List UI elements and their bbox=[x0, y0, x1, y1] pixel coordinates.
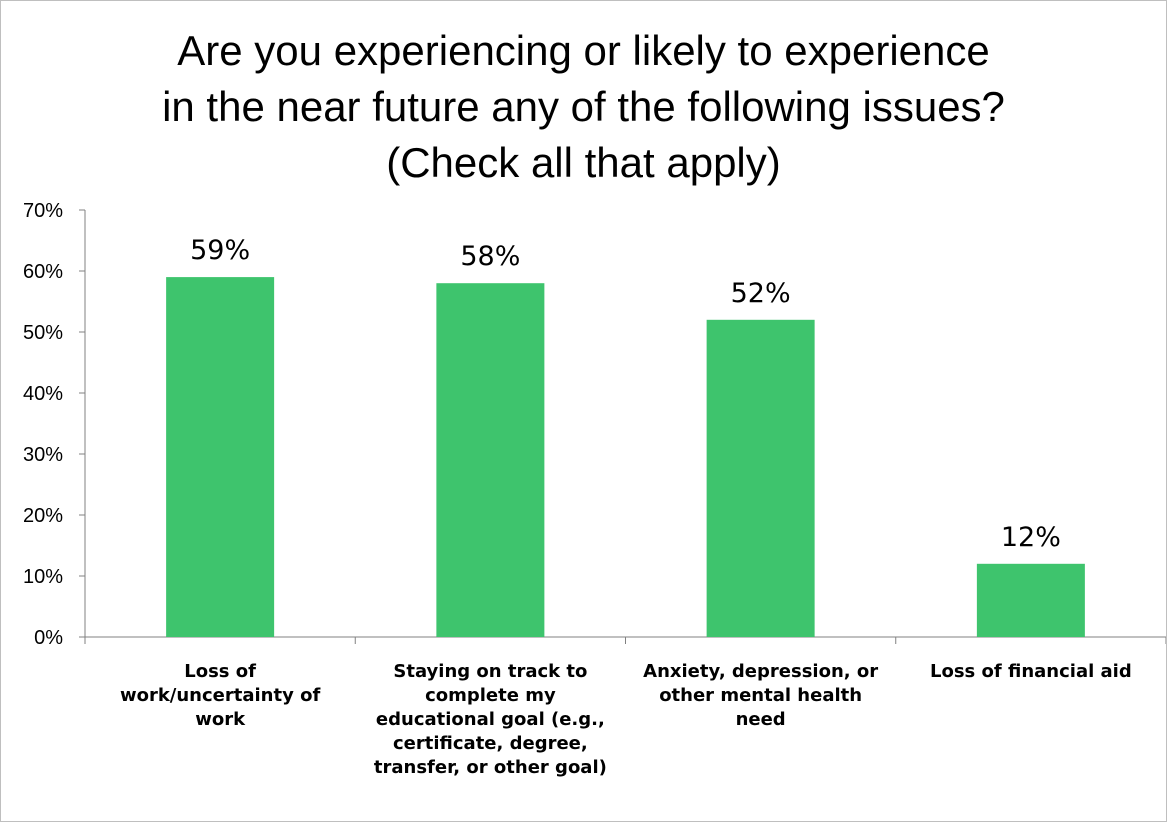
chart-title-line: Are you experiencing or likely to experi… bbox=[177, 27, 990, 74]
y-tick-label: 60% bbox=[23, 261, 63, 283]
category-label-line: educational goal (e.g., bbox=[375, 709, 605, 730]
chart-title: Are you experiencing or likely to experi… bbox=[1, 23, 1166, 191]
bar bbox=[436, 283, 545, 637]
category-label: Anxiety, depression, or other mental heal… bbox=[629, 660, 893, 732]
y-tick-label: 10% bbox=[23, 566, 63, 588]
y-tick-label: 40% bbox=[23, 383, 63, 405]
category-label-line: need bbox=[735, 709, 786, 730]
y-tick-label: 50% bbox=[23, 322, 63, 344]
category-label-line: Anxiety, depression, or bbox=[643, 661, 879, 682]
category-label: Loss of financial aid bbox=[899, 660, 1163, 684]
data-label: 12% bbox=[1001, 522, 1061, 553]
category-label-line: Loss of financial aid bbox=[930, 661, 1132, 682]
category-label: Staying on track to complete my educationa… bbox=[358, 660, 622, 780]
y-tick-label: 70% bbox=[23, 200, 63, 222]
bar bbox=[706, 319, 815, 637]
category-label: Loss of work/uncertainty of work bbox=[88, 660, 352, 732]
category-label-line: transfer, or other goal) bbox=[373, 757, 607, 778]
category-label-line: Loss of bbox=[184, 661, 256, 682]
category-label-line: work bbox=[195, 709, 246, 730]
y-tick-label: 20% bbox=[23, 505, 63, 527]
bar bbox=[166, 277, 275, 637]
chart-title-line: in the near future any of the following … bbox=[162, 83, 1005, 130]
data-label: 59% bbox=[190, 235, 250, 266]
y-tick-label: 30% bbox=[23, 444, 63, 466]
category-label-line: complete my bbox=[425, 685, 556, 706]
y-tick-label: 0% bbox=[34, 627, 63, 649]
category-label-line: Staying on track to bbox=[393, 661, 588, 682]
category-label-line: work/uncertainty of bbox=[119, 685, 321, 706]
bar bbox=[976, 563, 1085, 637]
data-label: 52% bbox=[731, 278, 791, 309]
category-label-line: certificate, degree, bbox=[393, 733, 588, 754]
category-label-line: other mental health bbox=[659, 685, 863, 706]
chart-title-line: (Check all that apply) bbox=[386, 139, 781, 186]
data-label: 58% bbox=[460, 241, 520, 272]
